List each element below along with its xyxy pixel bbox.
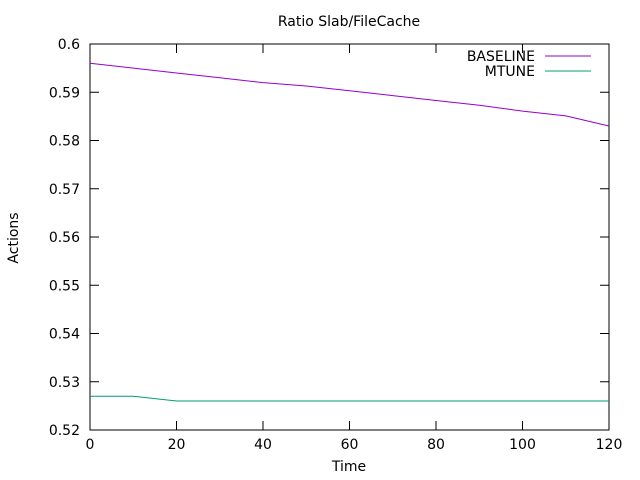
y-tick-label: 0.56 [49, 230, 80, 246]
y-tick-label: 0.55 [49, 278, 80, 294]
x-tick-label: 60 [341, 437, 359, 453]
x-tick-label: 40 [254, 437, 272, 453]
y-tick-label: 0.6 [58, 37, 80, 53]
x-tick-label: 80 [427, 437, 445, 453]
x-tick-label: 0 [86, 437, 95, 453]
series-layer [89, 62, 610, 402]
y-tick-label: 0.53 [49, 375, 80, 391]
x-tick-label: 120 [596, 437, 623, 453]
chart-title: Ratio Slab/FileCache [278, 14, 420, 30]
legend-label-mtune: MTUNE [485, 64, 535, 80]
y-tick-label: 0.59 [49, 85, 80, 101]
plot-frame [89, 43, 610, 431]
y-tick-label: 0.54 [49, 327, 80, 343]
series-line-mtune [90, 395, 609, 402]
y-tick-label: 0.57 [49, 182, 80, 198]
y-axis: 0.52 0.53 0.54 0.55 0.56 0.57 0.58 0.59 0.6 [49, 37, 609, 439]
y-tick-label: 0.52 [49, 423, 80, 439]
legend-label-baseline: BASELINE [467, 49, 535, 65]
series-line-baseline [89, 62, 610, 127]
x-tick-label: 100 [509, 437, 536, 453]
x-axis: 0 20 40 60 80 100 120 [86, 44, 623, 453]
x-axis-label: Time [331, 459, 366, 475]
x-tick-label: 20 [168, 437, 186, 453]
y-tick-label: 0.58 [49, 134, 80, 150]
y-axis-label: Actions [6, 212, 22, 263]
